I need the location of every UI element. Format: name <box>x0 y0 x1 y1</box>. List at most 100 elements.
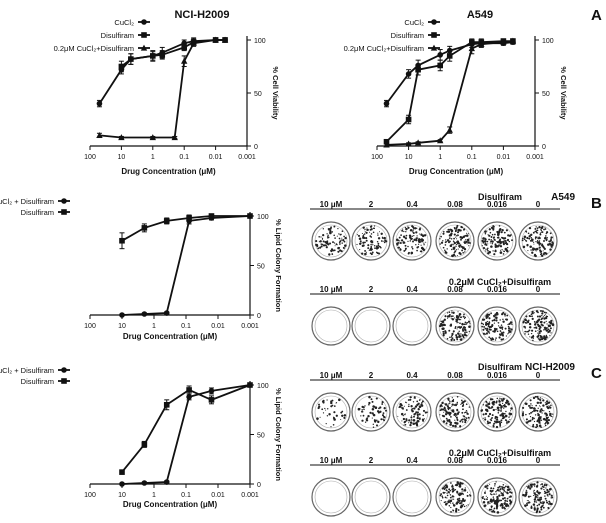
colony-dot <box>526 500 528 502</box>
colony-dot <box>363 233 366 235</box>
colony-dot <box>412 229 414 231</box>
colony-dot <box>464 487 466 489</box>
colony-dot <box>496 511 500 514</box>
colony-dot <box>504 413 506 415</box>
colony-dot <box>412 231 414 233</box>
colony-dot <box>466 494 469 497</box>
colony-dot <box>362 414 365 417</box>
colony-dot <box>326 236 329 239</box>
y-tick-label: 50 <box>542 91 550 98</box>
colony-dot <box>551 244 554 246</box>
colony-dot <box>454 484 457 486</box>
colony-dot <box>530 233 533 236</box>
colony-dot <box>494 482 496 485</box>
colony-dot <box>343 240 346 243</box>
colony-dot <box>405 419 408 422</box>
colony-dot <box>446 230 449 233</box>
colony-dot <box>536 409 539 412</box>
series-square <box>119 382 253 475</box>
colony-dot <box>318 235 321 238</box>
colony-dot <box>422 409 426 412</box>
colony-dot <box>530 332 533 335</box>
colony-dot <box>528 235 531 238</box>
colony-dot <box>489 242 491 244</box>
colony-dot <box>403 424 405 426</box>
colony-dot <box>496 496 499 500</box>
colony-dot <box>500 408 502 410</box>
colony-dot <box>539 410 542 413</box>
concentration-label: 0.016 <box>487 285 508 294</box>
colony-dot <box>494 250 497 253</box>
colony-dot <box>468 237 470 239</box>
colony-dot <box>318 403 320 406</box>
colony-dot <box>504 491 507 493</box>
colony-dot <box>448 488 451 491</box>
colony-dot <box>337 250 340 253</box>
colony-dot <box>463 248 467 251</box>
colony-dot <box>495 401 498 404</box>
colony-dot <box>488 228 491 231</box>
colony-dot <box>465 409 468 412</box>
colony-dot <box>457 326 460 329</box>
colony-dot <box>506 420 508 422</box>
colony-dot <box>482 332 485 335</box>
colony-dot <box>487 247 489 250</box>
colony-dot <box>460 501 463 504</box>
colony-dot <box>493 420 496 423</box>
x-tick-label: 1 <box>152 323 156 330</box>
colony-dot <box>492 250 494 252</box>
colony-dot <box>450 230 453 233</box>
colony-dot <box>487 415 490 418</box>
colony-dot <box>408 251 410 254</box>
data-point <box>119 237 125 244</box>
colony-dot <box>370 228 373 231</box>
colony-dot <box>449 411 452 415</box>
colony-dot <box>502 484 505 486</box>
y-tick-label: 0 <box>542 144 546 151</box>
data-point <box>446 126 453 133</box>
colony-dot <box>333 234 335 237</box>
colony-dot <box>327 243 330 246</box>
colony-dot <box>530 236 533 239</box>
colony-dot <box>532 337 535 339</box>
colony-dot <box>409 398 412 401</box>
colony-dot <box>533 326 536 329</box>
colony-dot <box>538 246 541 249</box>
colony-dot <box>456 403 458 405</box>
colony-dot <box>536 327 538 329</box>
colony-dot <box>399 248 402 250</box>
colony-dot <box>342 239 345 241</box>
colony-dot <box>459 425 462 428</box>
colony-dot <box>464 411 467 414</box>
colony-dot <box>486 410 489 413</box>
colony-dot <box>524 321 527 324</box>
colony-dot <box>415 244 417 246</box>
colony-dot <box>545 235 547 237</box>
colony-dot <box>321 243 324 246</box>
colony-dot <box>531 315 533 318</box>
colony-dot <box>381 401 384 404</box>
colony-dot <box>456 417 458 420</box>
colony-dot <box>507 333 509 335</box>
colony-dot <box>418 405 422 408</box>
colony-dot <box>469 323 471 325</box>
data-point <box>478 40 485 47</box>
colony-dot <box>325 246 328 249</box>
colony-dot <box>460 225 463 229</box>
colony-dot <box>420 233 423 236</box>
x-tick-label: 10 <box>405 154 413 161</box>
colony-dot <box>491 319 494 322</box>
colony-dot <box>522 412 524 415</box>
colony-dot <box>453 233 456 236</box>
colony-dot <box>495 481 497 483</box>
colony-dot <box>535 250 537 252</box>
colony-dot <box>453 241 456 245</box>
colony-dot <box>522 245 526 249</box>
colony-dot <box>535 423 538 426</box>
colony-dot <box>483 325 486 328</box>
colony-dot <box>453 422 455 424</box>
colony-dot <box>408 234 412 237</box>
colony-dot <box>370 246 372 248</box>
colony-dot <box>534 254 537 258</box>
colony-dot <box>363 229 365 231</box>
